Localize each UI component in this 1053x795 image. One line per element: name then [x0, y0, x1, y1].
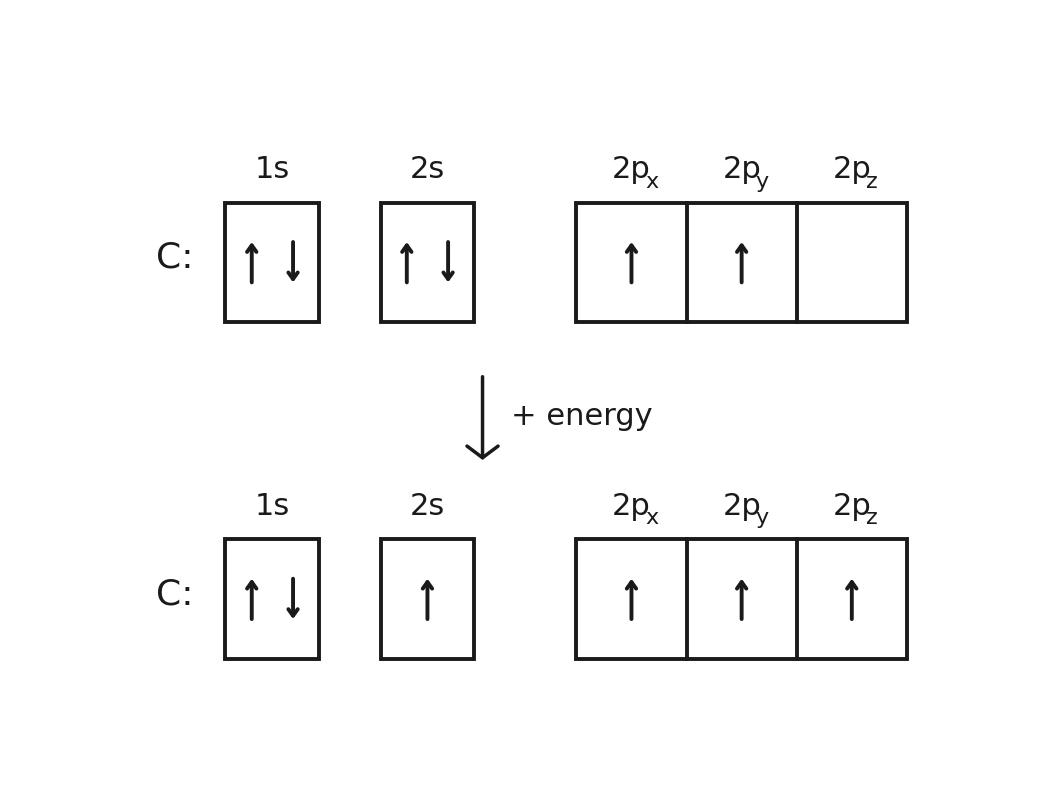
- Text: 2p: 2p: [722, 155, 761, 184]
- Text: x: x: [645, 508, 658, 528]
- Text: z: z: [867, 172, 878, 192]
- Text: z: z: [867, 508, 878, 528]
- Bar: [225, 539, 319, 658]
- Text: 2s: 2s: [410, 492, 445, 521]
- Bar: [576, 539, 907, 658]
- Text: + energy: + energy: [511, 402, 653, 431]
- Text: y: y: [755, 172, 769, 192]
- Bar: [225, 203, 319, 322]
- Text: 1s: 1s: [255, 155, 290, 184]
- Text: C:: C:: [156, 241, 194, 274]
- Bar: [576, 203, 907, 322]
- Text: 2s: 2s: [410, 155, 445, 184]
- Text: x: x: [645, 172, 658, 192]
- Text: 2p: 2p: [833, 492, 871, 521]
- Text: 2p: 2p: [612, 492, 651, 521]
- Text: 1s: 1s: [255, 492, 290, 521]
- Text: y: y: [755, 508, 769, 528]
- Text: 2p: 2p: [722, 492, 761, 521]
- Bar: [380, 539, 474, 658]
- Bar: [380, 203, 474, 322]
- Text: 2p: 2p: [612, 155, 651, 184]
- Text: 2p: 2p: [833, 155, 871, 184]
- Text: C:: C:: [156, 577, 194, 611]
